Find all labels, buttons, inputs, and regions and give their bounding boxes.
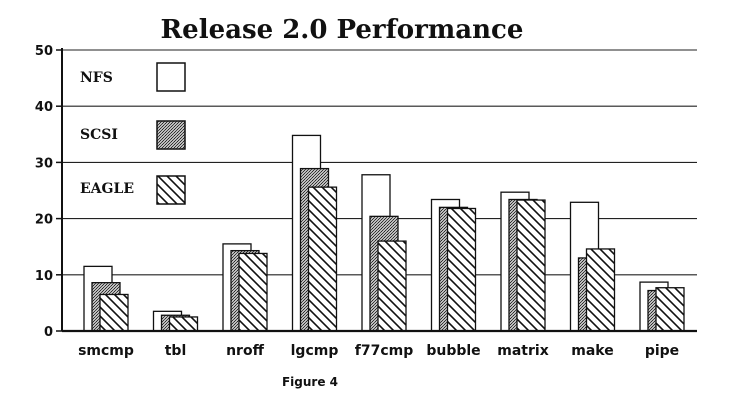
x-tick-labels: smcmp tbl nroff lgcmp f77cmp bubble matrix make… bbox=[78, 343, 679, 359]
legend-label-scsi: SCSI bbox=[80, 127, 118, 143]
bar-eagle-smcmp bbox=[99, 293, 129, 332]
x-tick-label: f77cmp bbox=[355, 343, 413, 359]
x-tick-label: tbl bbox=[165, 343, 187, 359]
y-tick-label: 0 bbox=[44, 325, 53, 340]
bar-eagle-matrix bbox=[516, 199, 546, 332]
x-tick-label: pipe bbox=[645, 343, 679, 359]
legend-label-nfs: NFS bbox=[80, 70, 113, 86]
y-tick-label: 20 bbox=[35, 213, 53, 228]
legend-swatch-scsi bbox=[156, 120, 186, 150]
legend-swatch-eagle bbox=[156, 175, 186, 205]
x-tick-label: matrix bbox=[497, 343, 548, 359]
x-tick-label: bubble bbox=[426, 343, 480, 359]
bar-eagle-nroff bbox=[238, 252, 268, 332]
chart-title: Release 2.0 Performance bbox=[161, 15, 524, 45]
x-tick-label: nroff bbox=[226, 343, 264, 359]
bar-eagle-bubble bbox=[446, 207, 477, 332]
y-tick-label: 40 bbox=[35, 100, 53, 115]
legend-swatch-nfs bbox=[156, 62, 186, 92]
figure-caption: Figure 4 bbox=[282, 375, 338, 389]
bar-eagle-make bbox=[585, 248, 616, 332]
y-tick-labels: 0 10 20 30 40 50 bbox=[35, 44, 53, 340]
x-tick-label: lgcmp bbox=[291, 343, 339, 359]
y-tick-label: 10 bbox=[35, 269, 53, 284]
y-tick-label: 30 bbox=[35, 156, 53, 171]
bar-eagle-f77cmp bbox=[377, 240, 407, 332]
x-tick-label: smcmp bbox=[78, 343, 134, 359]
legend: NFS SCSI EAGLE bbox=[80, 62, 186, 205]
bar-eagle-pipe bbox=[655, 287, 685, 332]
legend-label-eagle: EAGLE bbox=[80, 181, 134, 197]
x-tick-label: make bbox=[571, 343, 613, 359]
bars bbox=[83, 134, 685, 332]
bar-eagle-lgcmp bbox=[307, 186, 338, 332]
axes bbox=[61, 48, 697, 333]
bar-eagle-tbl bbox=[168, 316, 199, 332]
y-tick-label: 50 bbox=[35, 44, 53, 59]
